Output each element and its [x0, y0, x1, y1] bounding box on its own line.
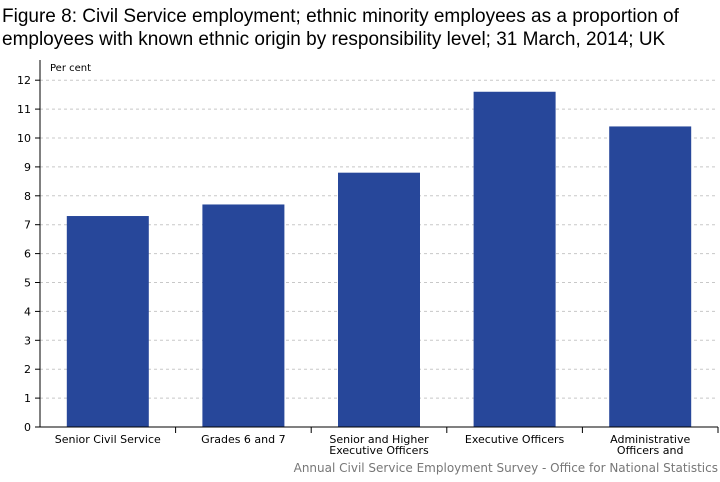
bars	[66, 91, 692, 427]
x-category-label: Senior and Higher Executive Officers	[329, 433, 429, 457]
axes	[35, 60, 719, 433]
y-tick-label: 5	[24, 277, 31, 290]
x-category-labels: Senior Civil Service Grades 6 and 7 Senior…	[55, 433, 691, 457]
bar	[473, 91, 556, 427]
y-tick-label: 6	[24, 248, 31, 261]
y-tick-label: 8	[24, 190, 31, 203]
y-tick-label: 12	[17, 74, 31, 87]
y-tick-label: 3	[24, 334, 31, 347]
y-tick-label: 2	[24, 363, 31, 376]
bar	[338, 172, 420, 427]
y-tick-label: 4	[24, 305, 31, 318]
y-tick-label: 10	[17, 132, 31, 145]
source-note: Annual Civil Service Employment Survey -…	[293, 461, 718, 475]
chart-title: Figure 8: Civil Service employment; ethn…	[2, 6, 679, 50]
y-tick-label: 0	[24, 421, 31, 434]
y-tick-label: 9	[24, 161, 31, 174]
x-category-label: Executive Officers	[465, 433, 565, 446]
x-category-label: Senior Civil Service	[55, 433, 161, 446]
x-category-label: Administrative Officers and	[610, 433, 690, 457]
x-category-label: Grades 6 and 7	[201, 433, 285, 446]
y-tick-label: 7	[24, 219, 31, 232]
bar	[609, 126, 692, 427]
y-tick-label: 11	[17, 103, 31, 116]
bar	[66, 216, 149, 427]
bar	[202, 204, 285, 427]
y-axis-unit-label: Per cent	[50, 63, 91, 74]
y-tick-label: 1	[24, 392, 31, 405]
